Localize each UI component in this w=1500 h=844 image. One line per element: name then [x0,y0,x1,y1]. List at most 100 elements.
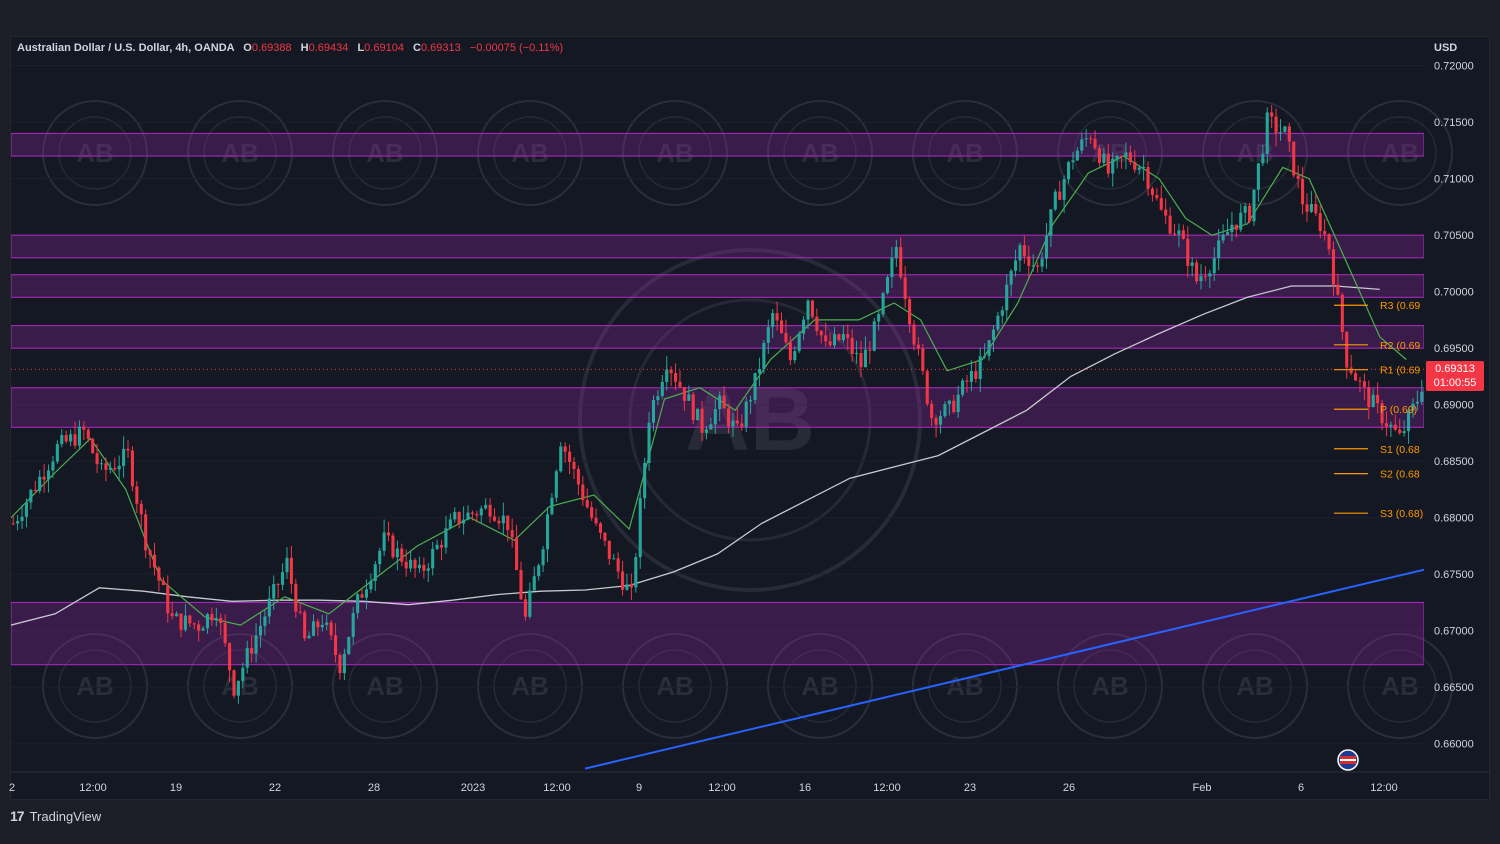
price-tick: 0.72000 [1434,61,1474,73]
candle-body [841,334,845,341]
candle-body [1389,424,1393,427]
candle-body [1044,235,1049,259]
candle-body [916,344,920,349]
candle-body [448,519,452,529]
time-axis[interactable]: 2 12:00 19 22 28 2023 12:00 9 12:00 16 12:00 23 26 Fe… [9,771,1489,794]
candle-body [444,528,448,548]
watermark-text: AB [511,138,549,168]
candle-body [978,356,982,379]
watermark-emblem-ring [783,649,857,723]
currency-label[interactable]: USD [1434,42,1458,54]
time-tick: 26 [1063,782,1075,794]
price-tick: 0.67000 [1434,626,1474,638]
candle-body [621,571,625,590]
close-label: C [413,42,421,54]
watermark-text: AB [801,138,839,168]
candle-body [598,523,603,533]
candle-body [1168,215,1172,234]
candle-body [859,352,863,368]
candle-body [188,615,192,624]
candle-body [1314,204,1318,214]
watermark-emblem-ring [1073,116,1147,190]
watermark-text: AB [1091,671,1129,701]
candle-body [311,621,316,636]
watermark-emblem-ring [203,116,277,190]
candle-body [232,670,236,696]
tradingview-footer[interactable]: 17 TradingView [10,808,101,824]
candle-body [643,462,647,499]
pivot-label: S2 (0.68 [1380,469,1420,481]
candle-body [718,395,722,410]
candle-body [656,396,660,401]
watermark-emblem [332,633,438,739]
pivot-levels: R3 (0.69 R2 (0.69 R1 (0.69 P (0.69) S1 (0.68… [1334,300,1423,520]
candle-body [210,614,214,621]
candle-body [669,369,673,374]
candle-body [802,319,806,334]
candle-body [726,408,731,427]
candle-body [550,497,554,515]
candle-body [404,561,408,569]
watermark-emblem [42,100,148,206]
candle-body [996,315,1000,330]
candle-body [205,614,210,629]
symbol-title[interactable]: Australian Dollar / U.S. Dollar, 4h, OAN… [17,42,235,54]
candle-body [457,512,461,524]
candle-body [687,394,691,401]
time-tick: 12:00 [873,782,901,794]
candle-body [771,313,775,328]
candle-body [943,404,947,417]
candle-body [228,643,232,671]
candle-body [166,584,170,614]
candle-body [276,584,280,586]
candle-body [757,368,761,373]
candle-body [1146,167,1150,189]
candle-body [704,429,709,433]
candle-body [872,321,876,351]
candle-body [1323,231,1327,235]
candle-body [545,514,550,550]
candle-body [1398,429,1402,434]
sr-zone [11,387,1424,428]
candle-body [1089,138,1093,140]
pivot-label: S1 (0.68 [1380,444,1420,456]
candle-body [219,618,223,624]
watermark-emblem-ring [638,649,712,723]
candle-body [223,623,227,644]
candle-body [766,327,770,343]
candle-body [1093,138,1097,149]
candle-body [325,622,329,625]
candle-body [616,558,620,572]
watermark-text: AB [801,671,839,701]
candle-body [395,548,399,558]
candle-body [479,508,483,516]
candle-body [1203,276,1207,278]
candle-body [819,331,823,336]
candle-body [1318,213,1322,232]
flag-icon[interactable] [1337,749,1359,771]
symbol-info-bar[interactable]: Australian Dollar / U.S. Dollar, 4h, OAN… [17,42,563,54]
candle-body [338,655,342,674]
candle-body [1080,139,1084,151]
candle-body [1181,230,1185,239]
candle-body [1225,232,1230,235]
time-tick: 19 [170,782,182,794]
candle-body [678,381,682,388]
watermark-emblem-ring [1218,649,1292,723]
candle-body [1075,150,1079,161]
time-tick: 23 [964,782,976,794]
candle-body [104,463,108,470]
candle-body [647,422,651,463]
price-axis[interactable]: 0.72000 0.71500 0.71000 0.70500 0.70000 0.695… [1434,61,1474,751]
candle-body [925,371,929,404]
pivot-label: R3 (0.69 [1380,300,1420,312]
candle-body [1022,245,1026,257]
watermark-text: AB [1381,138,1419,168]
candle-body [263,616,267,626]
watermark-emblem [477,100,583,206]
candle-body [1199,276,1203,282]
candle-body [828,341,832,346]
chart-panel[interactable] [10,36,1490,800]
